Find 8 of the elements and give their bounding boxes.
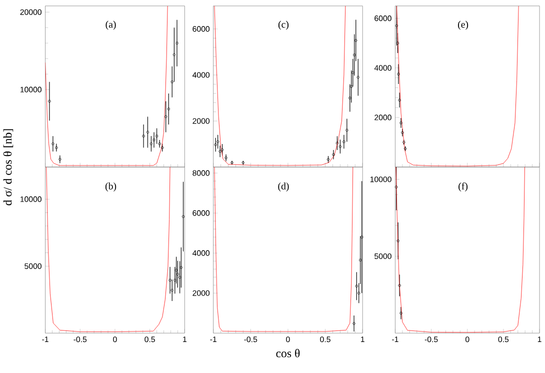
annotation: (d): [278, 182, 289, 192]
y-axis-title: d σ/ d cos θ [nb]: [3, 129, 14, 206]
x-axis-title: cos θ: [276, 349, 300, 358]
annotation: (b): [105, 182, 116, 192]
annotation: (a): [106, 20, 116, 30]
annotation: (e): [458, 20, 468, 30]
annotation: (c): [278, 20, 289, 30]
annotation: (f): [458, 182, 468, 192]
